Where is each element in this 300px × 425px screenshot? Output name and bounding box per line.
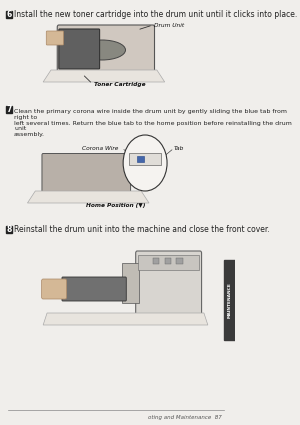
FancyBboxPatch shape [46,31,64,45]
Bar [176,258,183,264]
Ellipse shape [78,40,125,60]
Text: 8: 8 [6,224,12,233]
Polygon shape [28,191,149,203]
Text: Clean the primary corona wire inside the drum unit by gently sliding the blue ta: Clean the primary corona wire inside the… [14,109,292,137]
FancyBboxPatch shape [59,29,100,69]
Circle shape [123,135,167,191]
Polygon shape [43,70,165,82]
Text: oting and Maintenance  87: oting and Maintenance 87 [148,416,222,420]
FancyBboxPatch shape [57,25,154,74]
Text: Home Position (▼): Home Position (▼) [86,202,146,207]
Text: Tab: Tab [174,145,184,150]
Bar [6,226,12,232]
FancyBboxPatch shape [136,251,202,320]
FancyBboxPatch shape [42,279,67,299]
Text: 6: 6 [6,9,12,19]
Bar [6,105,12,113]
Text: Drum Unit: Drum Unit [154,23,184,28]
Text: Reinstall the drum unit into the machine and close the front cover.: Reinstall the drum unit into the machine… [14,224,270,233]
Text: Corona Wire: Corona Wire [82,145,119,150]
Bar [137,156,143,162]
Bar [6,11,12,17]
Bar [129,153,161,165]
Bar [153,258,159,264]
FancyBboxPatch shape [62,277,126,301]
Polygon shape [43,313,208,325]
Text: Install the new toner cartridge into the drum unit until it clicks into place.: Install the new toner cartridge into the… [14,9,297,19]
FancyBboxPatch shape [42,153,130,195]
Bar [224,260,235,340]
Bar [122,263,139,303]
Text: MAINTENANCE: MAINTENANCE [227,282,231,318]
Text: 7: 7 [6,105,12,113]
Text: Toner Cartridge: Toner Cartridge [94,82,146,87]
Bar [138,255,199,270]
Bar [165,258,171,264]
